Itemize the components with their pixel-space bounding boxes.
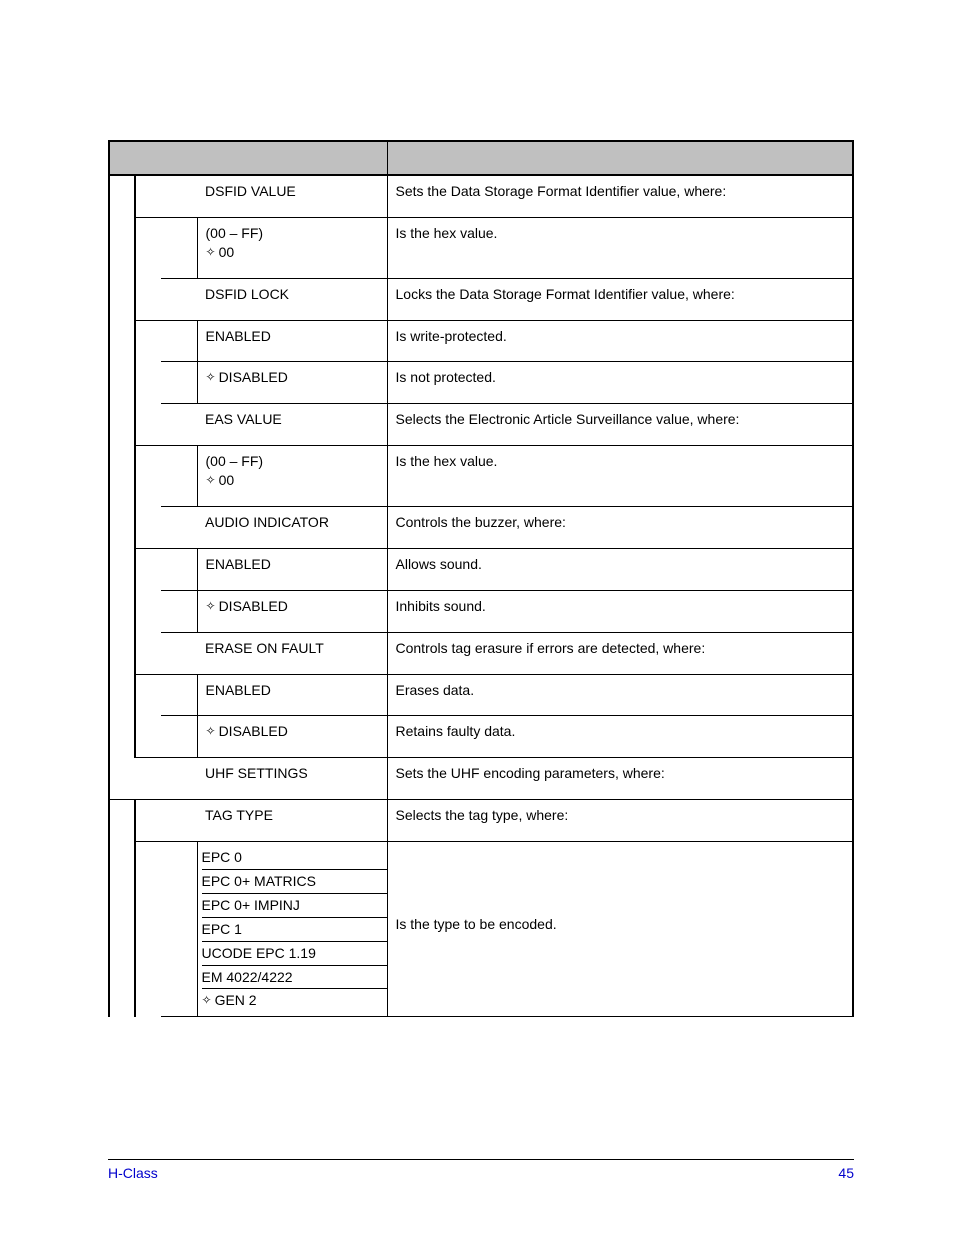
diamond-icon: ✧ [202, 992, 212, 1008]
footer-left: H-Class [108, 1164, 158, 1183]
row-erase-disabled: ✧DISABLED Retains faulty data. [109, 716, 853, 758]
row-eas-value-range: (00 – FF) ✧00 Is the hex value. [109, 446, 853, 507]
tag-type-option: EPC 0+ IMPINJ [202, 894, 387, 918]
cell-label: DSFID LOCK [197, 278, 387, 320]
cell-label: ENABLED [197, 548, 387, 590]
cell-label: DSFID VALUE [197, 175, 387, 217]
option-text: DISABLED [219, 369, 288, 385]
tag-type-option: EM 4022/4222 [202, 966, 387, 990]
cell-label: ✧DISABLED [197, 362, 387, 404]
row-eas-value: EAS VALUE Selects the Electronic Article… [109, 404, 853, 446]
row-dsfid-value-range: (00 – FF) ✧00 Is the hex value. [109, 217, 853, 278]
cell-desc: Allows sound. [387, 548, 853, 590]
range-text: (00 – FF) [206, 453, 264, 469]
cell-label: ✧DISABLED [197, 590, 387, 632]
page-footer: H-Class 45 [108, 1159, 854, 1183]
cell-desc: Is not protected. [387, 362, 853, 404]
tag-type-option: EPC 0+ MATRICS [202, 870, 387, 894]
cell-label: (00 – FF) ✧00 [197, 217, 387, 278]
cell-label: ENABLED [197, 674, 387, 716]
cell-label: TAG TYPE [197, 800, 387, 842]
cell-label: (00 – FF) ✧00 [197, 446, 387, 507]
cell-desc: Controls tag erasure if errors are detec… [387, 632, 853, 674]
diamond-icon: ✧ [206, 244, 216, 260]
row-dsfid-lock: DSFID LOCK Locks the Data Storage Format… [109, 278, 853, 320]
cell-label: ERASE ON FAULT [197, 632, 387, 674]
cell-label: ✧DISABLED [197, 716, 387, 758]
cell-desc: Sets the UHF encoding parameters, where: [387, 758, 853, 800]
tag-type-option: UCODE EPC 1.19 [202, 942, 387, 966]
cell-desc: Is write-protected. [387, 320, 853, 362]
cell-desc: Locks the Data Storage Format Identifier… [387, 278, 853, 320]
row-audio-disabled: ✧DISABLED Inhibits sound. [109, 590, 853, 632]
range-text: (00 – FF) [206, 225, 264, 241]
cell-desc: Is the type to be encoded. [387, 842, 853, 1017]
cell-label: AUDIO INDICATOR [197, 507, 387, 549]
tag-type-label: EPC 0+ IMPINJ [202, 897, 300, 913]
tag-type-label: EPC 0 [202, 849, 242, 865]
cell-label: ENABLED [197, 320, 387, 362]
tag-type-label: UCODE EPC 1.19 [202, 945, 316, 961]
cell-desc: Controls the buzzer, where: [387, 507, 853, 549]
cell-desc: Selects the Electronic Article Surveilla… [387, 404, 853, 446]
cell-desc: Retains faulty data. [387, 716, 853, 758]
diamond-icon: ✧ [206, 598, 216, 614]
cell-desc: Erases data. [387, 674, 853, 716]
tag-type-label: EPC 0+ MATRICS [202, 873, 317, 889]
tag-type-option: EPC 1 [202, 918, 387, 942]
tag-type-label: EM 4022/4222 [202, 969, 293, 985]
row-dsfid-lock-enabled: ENABLED Is write-protected. [109, 320, 853, 362]
default-value: 00 [219, 472, 235, 488]
page-number: 45 [838, 1164, 854, 1183]
settings-table: DSFID VALUE Sets the Data Storage Format… [108, 140, 854, 1017]
diamond-icon: ✧ [206, 472, 216, 488]
cell-label: EAS VALUE [197, 404, 387, 446]
table-header-row [109, 141, 853, 175]
diamond-icon: ✧ [206, 369, 216, 385]
row-erase-on-fault: ERASE ON FAULT Controls tag erasure if e… [109, 632, 853, 674]
row-dsfid-lock-disabled: ✧DISABLED Is not protected. [109, 362, 853, 404]
tag-type-label: GEN 2 [215, 992, 257, 1008]
row-dsfid-value: DSFID VALUE Sets the Data Storage Format… [109, 175, 853, 217]
cell-desc: Sets the Data Storage Format Identifier … [387, 175, 853, 217]
row-tag-type: TAG TYPE Selects the tag type, where: [109, 800, 853, 842]
option-text: DISABLED [219, 723, 288, 739]
default-value: 00 [219, 244, 235, 260]
document-page: DSFID VALUE Sets the Data Storage Format… [0, 0, 954, 1235]
cell-desc: Is the hex value. [387, 446, 853, 507]
diamond-icon: ✧ [206, 723, 216, 739]
cell-desc: Is the hex value. [387, 217, 853, 278]
row-audio-indicator: AUDIO INDICATOR Controls the buzzer, whe… [109, 507, 853, 549]
option-text: DISABLED [219, 598, 288, 614]
row-audio-enabled: ENABLED Allows sound. [109, 548, 853, 590]
tag-type-option: EPC 0 [202, 846, 387, 870]
cell-desc: Inhibits sound. [387, 590, 853, 632]
row-tag-type-options: EPC 0 EPC 0+ MATRICS EPC 0+ IMPINJ EPC 1 UCO… [109, 842, 853, 1017]
tag-type-list: EPC 0 EPC 0+ MATRICS EPC 0+ IMPINJ EPC 1 UCO… [197, 842, 387, 1017]
cell-label: UHF SETTINGS [197, 758, 387, 800]
cell-desc: Selects the tag type, where: [387, 800, 853, 842]
tag-type-label: EPC 1 [202, 921, 242, 937]
tag-type-option: ✧GEN 2 [202, 989, 387, 1012]
row-erase-enabled: ENABLED Erases data. [109, 674, 853, 716]
row-uhf-settings: UHF SETTINGS Sets the UHF encoding param… [109, 758, 853, 800]
